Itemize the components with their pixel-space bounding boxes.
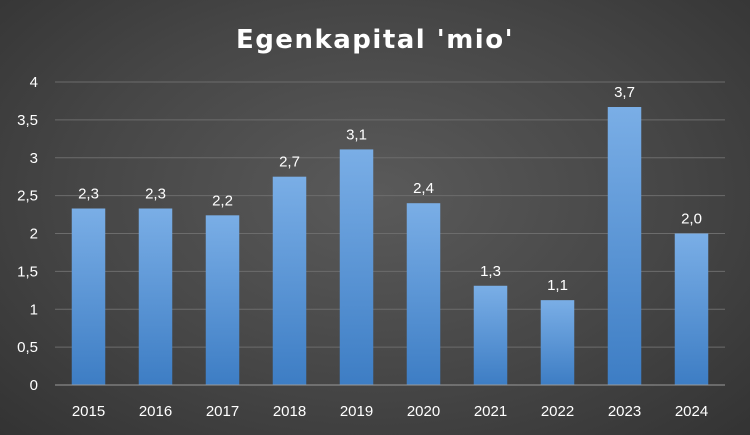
y-tick-label: 0,5 xyxy=(17,339,38,356)
x-tick-label: 2015 xyxy=(72,403,105,420)
bar xyxy=(607,106,642,385)
x-tick-label: 2016 xyxy=(139,403,172,420)
x-tick-label: 2023 xyxy=(608,403,641,420)
data-label: 2,3 xyxy=(145,186,166,203)
y-tick-label: 1,5 xyxy=(17,263,38,280)
data-label: 2,0 xyxy=(681,211,702,228)
data-label: 2,3 xyxy=(78,186,99,203)
x-tick-label: 2024 xyxy=(675,403,708,420)
data-labels: 2,3 2,3 2,2 2,7 3,1 2,4 1,3 1,1 3,7 2,0 xyxy=(78,84,702,294)
bar xyxy=(339,149,374,385)
y-tick-label: 2,5 xyxy=(17,188,38,205)
bar xyxy=(138,208,173,385)
data-label: 3,1 xyxy=(346,126,367,143)
x-tick-label: 2017 xyxy=(206,403,239,420)
y-tick-label: 4 xyxy=(30,74,38,91)
bar xyxy=(406,203,441,385)
bar xyxy=(473,285,508,385)
data-label: 1,3 xyxy=(480,263,501,280)
data-label: 2,2 xyxy=(212,192,233,209)
bars xyxy=(71,106,709,385)
y-tick-label: 0 xyxy=(30,377,38,394)
y-axis-tick-labels: 0 0,5 1 1,5 2 2,5 3 3,5 4 xyxy=(17,74,38,394)
y-tick-label: 3 xyxy=(30,150,38,167)
data-label: 2,4 xyxy=(413,180,434,197)
data-label: 1,1 xyxy=(547,277,568,294)
x-tick-label: 2021 xyxy=(474,403,507,420)
y-tick-label: 3,5 xyxy=(17,112,38,129)
bar xyxy=(205,215,240,385)
x-axis-tick-labels: 2015 2016 2017 2018 2019 2020 2021 2022 2023 2024 xyxy=(72,403,708,420)
bar xyxy=(540,300,575,385)
bar xyxy=(272,176,307,385)
chart-title: Egenkapital 'mio' xyxy=(236,25,514,55)
x-tick-label: 2019 xyxy=(340,403,373,420)
y-tick-label: 1 xyxy=(30,301,38,318)
data-label: 2,7 xyxy=(279,154,300,171)
data-label: 3,7 xyxy=(614,84,635,101)
y-tick-label: 2 xyxy=(30,226,38,243)
x-tick-label: 2020 xyxy=(407,403,440,420)
bar xyxy=(674,233,709,385)
bar xyxy=(71,208,106,385)
x-tick-label: 2018 xyxy=(273,403,306,420)
x-tick-label: 2022 xyxy=(541,403,574,420)
